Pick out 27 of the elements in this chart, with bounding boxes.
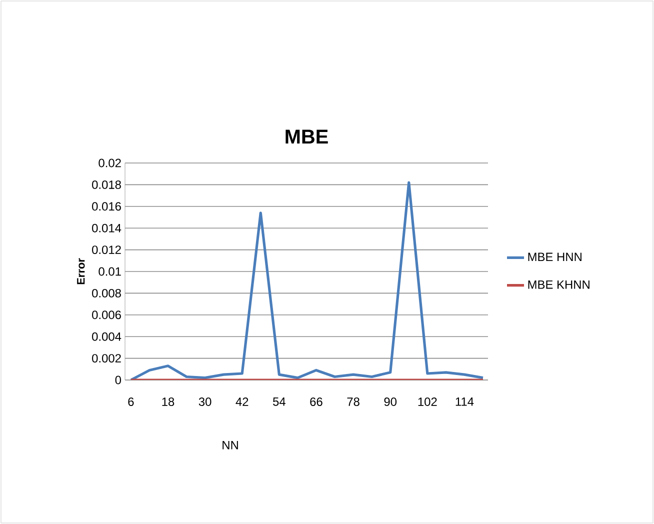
y-tick-label: 0.002 <box>92 354 121 363</box>
y-tick-label: 0.016 <box>92 202 121 211</box>
y-tick-label: 0.012 <box>92 246 121 254</box>
y-tick-label: 0.006 <box>92 310 121 320</box>
y-axis-title: Error <box>77 258 85 284</box>
y-tick-label: 0.004 <box>92 332 122 341</box>
y-tick-label: 0.02 <box>98 158 121 168</box>
y-tick-label: 0.018 <box>92 180 121 189</box>
x-tick-label: 90 <box>384 398 397 406</box>
line-series <box>130 181 484 380</box>
x-tick-label: 6 <box>128 398 134 406</box>
x-tick-label: 78 <box>347 398 360 406</box>
x-tick-label: 54 <box>273 398 286 406</box>
y-tick-label: 0 <box>115 376 122 384</box>
x-tick-label: 30 <box>198 398 212 406</box>
y-tick-label: 0.01 <box>98 267 121 276</box>
legend-label: MBE HNN <box>528 252 582 262</box>
x-tick-label: 102 <box>418 398 437 406</box>
x-tick-label: 66 <box>310 398 322 406</box>
chart-title: MBE <box>286 130 328 144</box>
y-tick-label: 0.014 <box>92 224 122 232</box>
y-tick-label: 0.008 <box>92 288 121 298</box>
x-tick-label: 18 <box>162 398 174 406</box>
x-tick-label: 114 <box>456 398 474 406</box>
x-axis-title: NN <box>222 440 238 450</box>
x-tick-label: 42 <box>236 398 248 406</box>
legend-label: MBE KHNN <box>528 280 590 289</box>
